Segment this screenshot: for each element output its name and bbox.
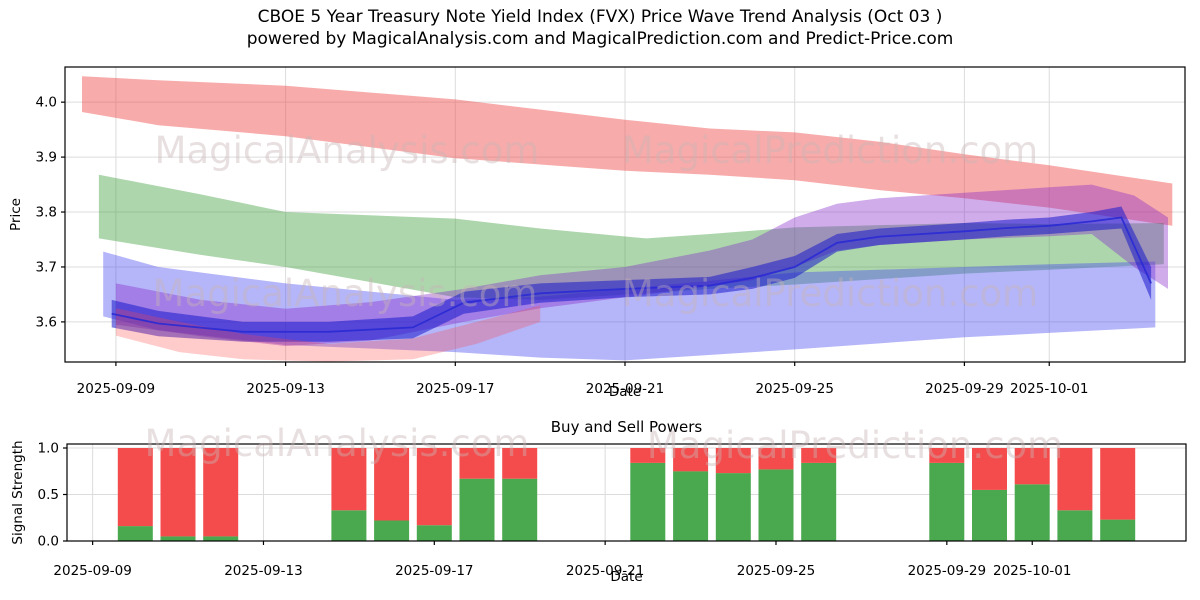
watermark-text: MagicalAnalysis.com bbox=[145, 422, 530, 465]
watermark-text: MagicalPrediction.com bbox=[647, 424, 1063, 467]
x-tick-label: 2025-09-09 bbox=[77, 381, 155, 397]
y-tick-label: 4.0 bbox=[36, 95, 57, 111]
watermark-text: MagicalPrediction.com bbox=[622, 272, 1038, 315]
buy-bar-2025-09-15 bbox=[331, 510, 367, 541]
buy-bar-2025-10-01 bbox=[1014, 484, 1050, 541]
x-tick-label: 2025-09-13 bbox=[224, 563, 302, 579]
watermark-text: MagicalAnalysis.com bbox=[153, 272, 538, 315]
y-tick-label: 3.6 bbox=[36, 314, 57, 330]
price-line bbox=[111, 216, 1152, 333]
watermark-text: MagicalAnalysis.com bbox=[155, 129, 540, 172]
band-resistance-wave-red bbox=[82, 76, 1173, 226]
y-axis-label: Price bbox=[8, 198, 24, 231]
buy-bar-2025-10-02 bbox=[1057, 510, 1093, 541]
buy-bar-2025-09-16 bbox=[374, 520, 410, 541]
watermarks: MagicalAnalysis.com MagicalPrediction.com… bbox=[145, 129, 1064, 467]
buy-bar-2025-09-11 bbox=[160, 536, 196, 541]
y-tick-label: 3.8 bbox=[36, 205, 57, 221]
x-tick-label: 2025-09-09 bbox=[53, 563, 131, 579]
y-tick-label: 1.0 bbox=[38, 440, 59, 456]
x-tick-label: 2025-09-13 bbox=[246, 381, 324, 397]
sell-bar-2025-09-30 bbox=[972, 448, 1007, 490]
band-trend-wave-purple bbox=[115, 184, 1168, 347]
buy-bar-2025-09-23 bbox=[673, 471, 709, 541]
x-tick-label: 2025-09-25 bbox=[737, 563, 815, 579]
y-tick-label: 3.9 bbox=[36, 150, 57, 166]
sell-bar-2025-09-19 bbox=[502, 448, 538, 479]
x-tick-label: 2025-09-29 bbox=[925, 381, 1003, 397]
sell-bar-2025-09-15 bbox=[331, 448, 367, 511]
x-tick-label: 2025-09-17 bbox=[395, 563, 473, 579]
x-axis-label: Date bbox=[610, 569, 642, 585]
buy-sell-powers-chart-axes: 0.0 0.5 1.0 2025-09-09 2025-09-13 2025-09-17 2… bbox=[10, 418, 1187, 585]
x-tick-label: 2025-09-17 bbox=[416, 381, 494, 397]
sell-bar-2025-09-25 bbox=[758, 448, 794, 470]
y-axis-label: Signal Strength bbox=[10, 440, 26, 544]
x-tick-label: 2025-10-01 bbox=[993, 563, 1071, 579]
wave-bands bbox=[82, 76, 1173, 362]
sell-bar-2025-09-10 bbox=[117, 448, 153, 527]
buy-bar-2025-09-19 bbox=[502, 478, 538, 541]
tick-labels: 3.6 3.7 3.8 3.9 4.0 2025-09-09 2025-09-13 2025-… bbox=[36, 95, 1089, 397]
sell-bar-2025-09-23 bbox=[673, 448, 709, 472]
sell-bar-2025-09-11 bbox=[160, 448, 196, 537]
y-tick-label: 0.5 bbox=[38, 487, 59, 503]
x-axis-label: Date bbox=[609, 384, 641, 400]
buy-bar-2025-10-03 bbox=[1100, 519, 1136, 541]
grid bbox=[65, 67, 1185, 362]
band-price-wave-navy bbox=[111, 206, 1152, 342]
buy-bar-2025-09-30 bbox=[972, 489, 1007, 541]
x-tick-label: 2025-09-25 bbox=[755, 381, 833, 397]
sell-bar-2025-09-26 bbox=[801, 448, 837, 463]
sell-bar-2025-09-18 bbox=[459, 448, 495, 479]
sell-bar-2025-09-24 bbox=[715, 448, 751, 474]
buy-bar-2025-09-29 bbox=[929, 462, 965, 541]
buy-bar-2025-09-25 bbox=[758, 469, 794, 541]
buy-bar-2025-09-22 bbox=[630, 462, 666, 541]
buy-bar-2025-09-18 bbox=[459, 478, 495, 541]
y-tick-label: 3.7 bbox=[36, 259, 57, 275]
x-tick-label: 2025-10-01 bbox=[1010, 381, 1088, 397]
y-tick-label: 0.0 bbox=[38, 534, 59, 550]
buy-bar-2025-09-17 bbox=[416, 525, 452, 541]
buy-bar-2025-09-24 bbox=[715, 473, 751, 541]
sell-bar-2025-09-17 bbox=[416, 448, 452, 526]
x-tick-label: 2025-09-21 bbox=[566, 563, 644, 579]
x-tick-label: 2025-09-21 bbox=[586, 381, 664, 397]
sell-bar-2025-10-02 bbox=[1057, 448, 1093, 511]
sell-bar-2025-09-16 bbox=[374, 448, 410, 521]
watermark-text: MagicalPrediction.com bbox=[622, 129, 1038, 172]
buy-bar-2025-09-10 bbox=[117, 526, 153, 541]
sell-bar-2025-10-03 bbox=[1100, 448, 1136, 520]
tick-labels: 0.0 0.5 1.0 2025-09-09 2025-09-13 2025-09-17 2… bbox=[38, 440, 1072, 579]
buy-bar-2025-09-26 bbox=[801, 462, 837, 541]
price-wave-chart-axes: 3.6 3.7 3.8 3.9 4.0 2025-09-09 2025-09-13 2025-… bbox=[8, 66, 1186, 400]
sell-bar-2025-09-22 bbox=[630, 448, 666, 463]
x-tick-label: 2025-09-29 bbox=[908, 563, 986, 579]
sell-bar-2025-09-12 bbox=[203, 448, 239, 537]
band-minor-wave-red-wisp bbox=[115, 305, 541, 362]
band-mid-wave-green bbox=[98, 174, 1164, 300]
chart-subtitle: powered by MagicalAnalysis.com and Magic… bbox=[246, 29, 954, 49]
figure-header: CBOE 5 Year Treasury Note Yield Index (F… bbox=[0, 6, 1200, 50]
sell-bar-2025-09-29 bbox=[929, 448, 965, 463]
buy-bar-2025-09-12 bbox=[203, 536, 239, 541]
plot-border bbox=[66, 443, 1187, 542]
chart-title: CBOE 5 Year Treasury Note Yield Index (F… bbox=[257, 7, 943, 27]
sell-bar-2025-10-01 bbox=[1014, 448, 1050, 485]
subplot-title: Buy and Sell Powers bbox=[551, 418, 703, 436]
buy-sell-bars bbox=[117, 448, 1136, 541]
